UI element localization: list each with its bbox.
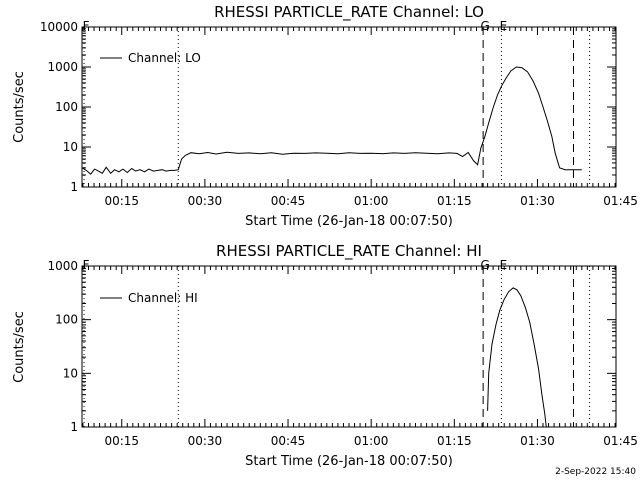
chart-panel-hi: RHESSI PARTICLE_RATE Channel: HI Start T…	[12, 242, 638, 469]
axis-ticks: 00:15 00:30 00:45 01:00 01:15 01:30 01:45 1 10 10…	[40, 20, 638, 208]
chart-panel-lo: RHESSI PARTICLE_RATE Channel: LO Start T…	[12, 3, 638, 229]
event-marker-label: E	[500, 19, 508, 33]
x-tick-label: 01:45	[603, 194, 638, 208]
x-axis-label: Start Time (26-Jan-18 00:07:50)	[245, 454, 453, 469]
data-series	[82, 66, 582, 175]
x-tick-label: 01:45	[603, 434, 638, 448]
date-stamp: 2-Sep-2022 15:40	[555, 467, 636, 477]
y-tick-label: 10	[63, 366, 78, 380]
y-tick-label: 1	[70, 420, 78, 434]
y-axis-label: Counts/sec	[12, 71, 27, 143]
legend-label: Channel: HI	[128, 291, 198, 305]
data-series	[487, 287, 547, 428]
y-axis-label: Counts/sec	[12, 311, 27, 383]
x-tick-label: 00:15	[104, 194, 139, 208]
y-tick-label: 1	[70, 180, 78, 194]
event-marker-label: G	[480, 19, 489, 33]
y-tick-label: 100	[55, 313, 78, 327]
x-tick-label: 00:15	[104, 434, 139, 448]
event-marker-label: G	[480, 258, 489, 272]
y-tick-label: 1000	[47, 259, 78, 273]
x-tick-label: 01:00	[354, 434, 389, 448]
x-tick-label: 01:15	[437, 194, 472, 208]
x-tick-label: 00:45	[271, 434, 306, 448]
x-tick-label: 00:45	[271, 194, 306, 208]
y-tick-label: 1000	[47, 60, 78, 74]
y-tick-label: 100	[55, 100, 78, 114]
series-line	[82, 66, 582, 175]
x-axis-label: Start Time (26-Jan-18 00:07:50)	[245, 214, 453, 229]
chart-title: RHESSI PARTICLE_RATE Channel: HI	[216, 242, 482, 261]
event-marker-label: E	[500, 258, 508, 272]
chart-title: RHESSI PARTICLE_RATE Channel: LO	[214, 3, 484, 22]
event-marker-label: F	[83, 19, 90, 33]
axis-ticks: 00:15 00:30 00:45 01:00 01:15 01:30 01:45 1 10 10…	[47, 259, 637, 448]
x-tick-label: 00:30	[188, 434, 223, 448]
series-line	[487, 287, 547, 428]
event-marker-label: F	[83, 258, 90, 272]
y-tick-label: 10	[63, 140, 78, 154]
y-tick-label: 10000	[40, 20, 78, 34]
x-tick-label: 01:30	[520, 194, 555, 208]
x-tick-label: 00:30	[188, 194, 223, 208]
x-tick-label: 01:15	[437, 434, 472, 448]
x-tick-label: 01:00	[354, 194, 389, 208]
legend-label: Channel: LO	[128, 51, 201, 65]
x-tick-label: 01:30	[520, 434, 555, 448]
